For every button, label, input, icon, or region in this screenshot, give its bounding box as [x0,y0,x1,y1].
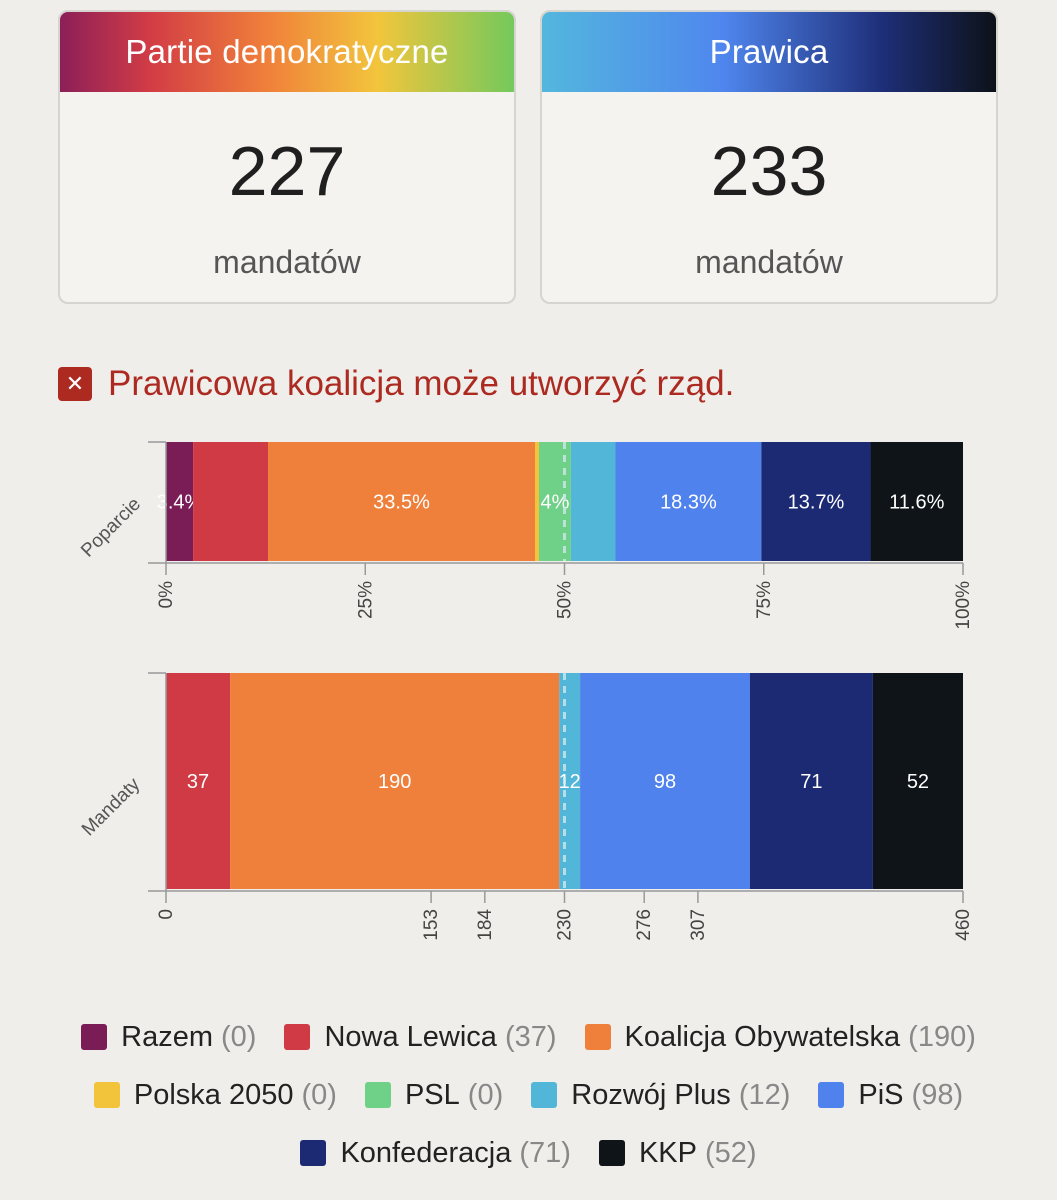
legend-swatch [364,1082,391,1108]
coalition-status: ✕ Prawicowa koalicja może utworzyć rząd. [58,364,734,404]
card-title: Partie demokratyczne [60,12,514,92]
stacked-bar-chart: 3.4% 33.5% 4% 18.3% 13.7% 11.6% Poparcie 0% 25% 5… [77,441,974,941]
tick-label: 460 [953,909,974,941]
legend-count: (0) [301,1078,337,1111]
bar-segment [870,442,963,561]
data-label: 3.4% [157,492,203,514]
data-label: 11.6% [889,492,944,514]
bar-segment [570,442,616,561]
legend-label: Razem [121,1020,213,1053]
tick-label: 25% [355,581,376,619]
tick-label: 50% [555,581,576,619]
bar-segment [872,673,963,889]
legend-label: Konfederacja [340,1136,512,1169]
legend-count: (52) [704,1136,757,1169]
legend-item[interactable]: Nowa Lewica (37) [284,1020,557,1054]
legend-count: (98) [911,1078,964,1111]
legend-swatch [818,1082,845,1108]
legend-item[interactable]: KKP (52) [598,1136,757,1170]
legend-count: (12) [738,1078,791,1111]
tick-label: 230 [555,909,576,941]
seat-count: 227 [228,132,346,210]
tick-label: 184 [475,909,496,941]
coalition-status-text: Prawicowa koalicja może utworzyć rząd. [108,364,735,403]
category-label: Poparcie [77,494,145,562]
legend-item[interactable]: Konfederacja (71) [300,1136,571,1170]
legend-swatch [81,1024,108,1050]
bar-segment [166,442,194,561]
legend-item[interactable]: Polska 2050 (0) [93,1078,337,1112]
tick-label: 153 [421,909,442,941]
legend-item[interactable]: Koalicja Obywatelska (190) [584,1020,976,1054]
legend-row: Konfederacja (71) KKP (52) [0,1124,1057,1182]
legend-swatch [300,1140,327,1166]
bar-segment [230,673,560,889]
data-label: 98 [654,771,676,793]
legend-label: Rozwój Plus [571,1078,731,1111]
bar-segment [535,442,539,561]
card-democratic-parties: Partie demokratyczne 227 mandatów [58,10,516,304]
legend-count: (0) [467,1078,504,1111]
bar-segment [193,442,269,561]
data-label: 37 [187,771,209,793]
legend-item[interactable]: PSL (0) [364,1078,504,1112]
data-label: 52 [907,771,929,793]
legend-count: (71) [519,1136,571,1169]
bar-segment [615,442,762,561]
legend-item[interactable]: PiS (98) [818,1079,963,1112]
card-title: Prawica [542,12,996,92]
legend-swatch [284,1024,311,1050]
legend-count: (190) [908,1020,976,1053]
data-label: 4% [540,492,569,514]
close-icon: ✕ [58,367,92,401]
tick-label: 307 [688,909,709,941]
tick-label: 75% [754,581,775,619]
bar-segment [166,673,231,889]
data-label: 12 [559,771,581,793]
data-label: 71 [800,771,822,793]
legend-label: KKP [638,1136,697,1169]
category-label: Mandaty [78,774,145,841]
legend-swatch [598,1140,625,1166]
legend-swatch [93,1082,120,1108]
legend-label: Polska 2050 [133,1078,294,1111]
legend-swatch [584,1024,611,1050]
data-label: 13.7% [788,492,845,514]
legend-count: (0) [221,1020,257,1053]
legend-count: (37) [504,1020,557,1053]
seat-unit: mandatów [213,244,361,280]
bar-segment [580,673,750,889]
tick-label: 276 [634,909,655,941]
seat-count: 233 [710,132,828,210]
legend-label: PiS [858,1078,904,1111]
data-label: 33.5% [373,492,430,514]
tick-label: 0% [156,581,177,609]
legend-row: Polska 2050 (0) PSL (0) Rozwój Plus (12) PiS (9… [0,1066,1057,1124]
data-label: 18.3% [660,492,717,514]
chart-legend: Razem (0) Nowa Lewica (37) Koalicja Obywatel… [0,1008,1057,1182]
bar-segment [268,442,536,561]
legend-label: Koalicja Obywatelska [624,1020,901,1053]
tick-label: 0 [156,909,177,920]
tick-label: 100% [953,581,974,630]
seat-unit: mandatów [695,244,843,280]
bar-segment [761,442,871,561]
legend-label: PSL [404,1078,460,1111]
card-right-wing: Prawica 233 mandatów [540,10,998,304]
legend-swatch [531,1082,558,1108]
bar-segment [749,673,873,889]
legend-item[interactable]: Rozwój Plus (12) [531,1079,790,1112]
data-label: 190 [378,771,411,793]
legend-label: Nowa Lewica [324,1020,497,1053]
legend-row: Razem (0) Nowa Lewica (37) Koalicja Obywatel… [0,1008,1057,1066]
legend-item[interactable]: Razem (0) [81,1021,256,1054]
